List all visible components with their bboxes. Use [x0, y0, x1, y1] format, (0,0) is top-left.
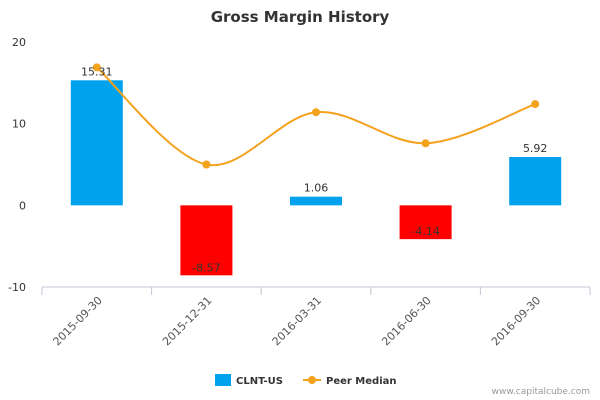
credit-text: www.capitalcube.com: [492, 387, 590, 397]
data-label: 1.06: [304, 182, 329, 195]
peer-median-line: [96, 66, 536, 167]
bar[interactable]: [290, 196, 342, 206]
data-label: 15.31: [81, 65, 113, 78]
x-tick-label: 2015-12-31: [160, 294, 214, 348]
bar[interactable]: [70, 80, 123, 206]
y-tick-label: 0: [19, 199, 26, 212]
x-tick-label: 2015-09-30: [51, 294, 105, 348]
line-series: [92, 63, 540, 169]
bar[interactable]: [509, 156, 562, 206]
x-tick-label: 2016-06-30: [379, 294, 433, 348]
legend-label-peer: Peer Median: [326, 376, 397, 387]
data-labels: 15.31 -8.57 1.06 -4.14 5.92: [81, 65, 547, 274]
bar[interactable]: [399, 205, 452, 240]
line-point[interactable]: [421, 139, 430, 148]
legend-swatch-clnt: [215, 374, 231, 386]
data-label: 5.92: [523, 142, 548, 155]
line-point[interactable]: [531, 100, 540, 109]
data-label: -8.57: [192, 261, 220, 274]
line-point[interactable]: [92, 63, 101, 72]
x-tick-label: 2016-03-31: [270, 294, 324, 348]
y-tick-label: -10: [8, 281, 26, 294]
data-label: -4.14: [411, 225, 439, 238]
line-point[interactable]: [312, 108, 320, 117]
x-tick-label: 2016-09-30: [489, 294, 543, 348]
y-tick-label: 10: [12, 118, 26, 131]
legend-label-clnt: CLNT-US: [236, 376, 283, 387]
legend-swatch-peer-marker: [308, 376, 316, 384]
bar[interactable]: [180, 205, 233, 276]
line-point[interactable]: [202, 160, 211, 169]
bar-series: [70, 80, 562, 276]
chart-title: Gross Margin History: [211, 8, 390, 26]
y-tick-label: 20: [12, 36, 26, 49]
legend[interactable]: CLNT-US Peer Median: [215, 374, 397, 387]
